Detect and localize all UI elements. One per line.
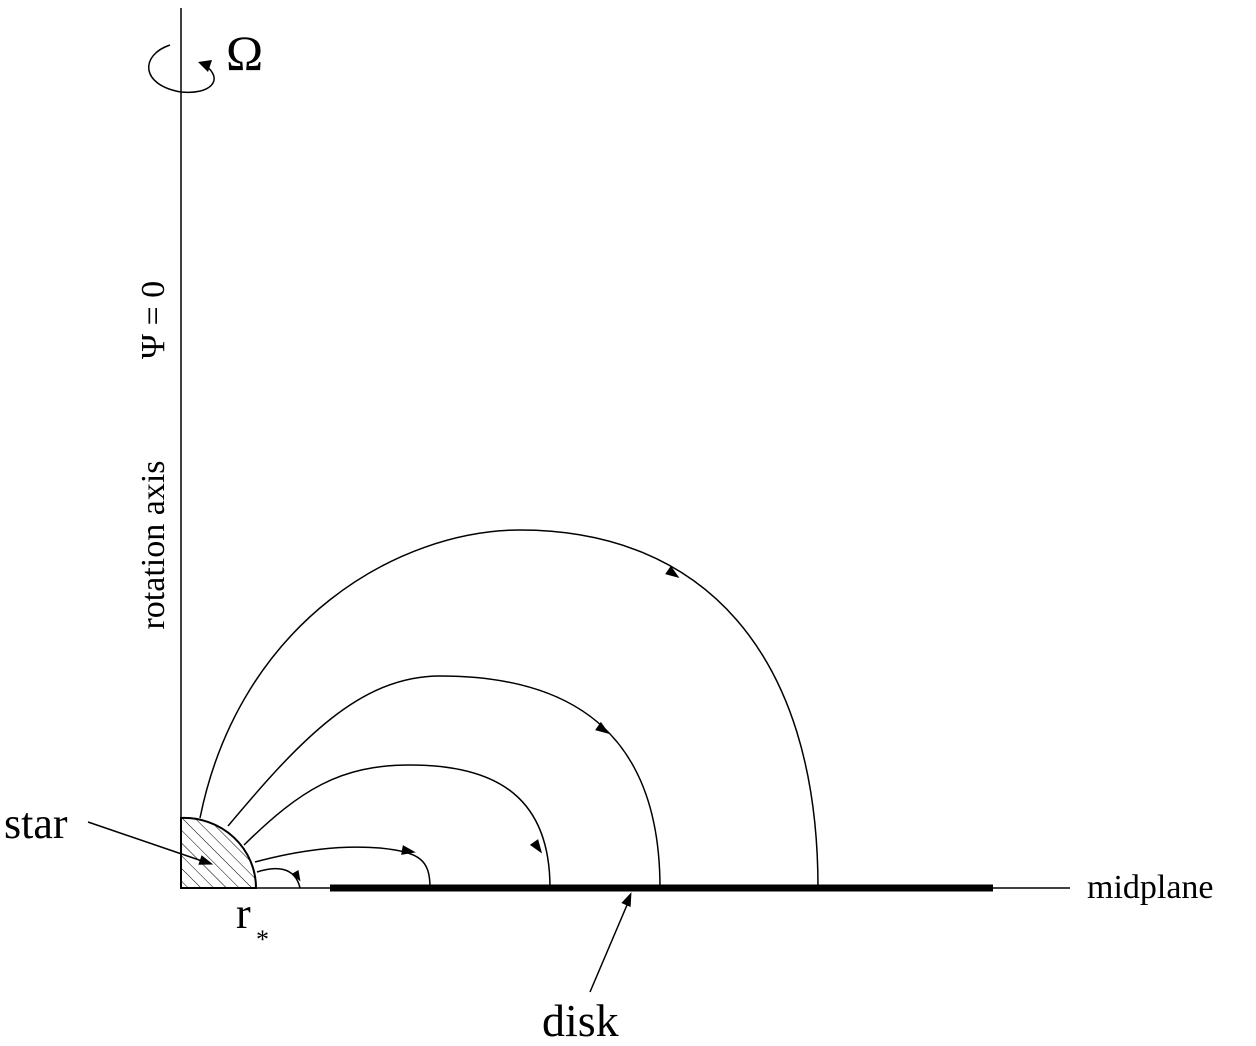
disk-pointer (589, 897, 631, 993)
psi-label: Ψ = 0 (135, 281, 172, 359)
field-line (256, 867, 301, 889)
arrowhead (198, 855, 214, 865)
axis-label: rotation axis (135, 460, 172, 629)
arrowhead (665, 565, 680, 579)
star-label: star (4, 799, 68, 848)
rotation-arrowhead (198, 60, 212, 72)
r-label: r (236, 889, 251, 938)
arrowhead (291, 870, 301, 882)
field-line (227, 675, 661, 889)
arrowhead (595, 721, 610, 735)
r-subscript: * (256, 925, 269, 954)
star-pointer (87, 821, 206, 863)
disk-label: disk (542, 995, 619, 1046)
field-lines (199, 529, 819, 889)
field-line (254, 846, 431, 889)
midplane-label: midplane (1087, 869, 1214, 906)
arrowhead (621, 892, 632, 907)
arrowhead (401, 845, 416, 855)
star-shape (180, 816, 258, 889)
field-line (243, 764, 551, 889)
rotation-icon (147, 44, 215, 94)
arrowhead (529, 839, 543, 854)
field-line (199, 529, 819, 889)
omega-label: Ω (226, 25, 263, 81)
